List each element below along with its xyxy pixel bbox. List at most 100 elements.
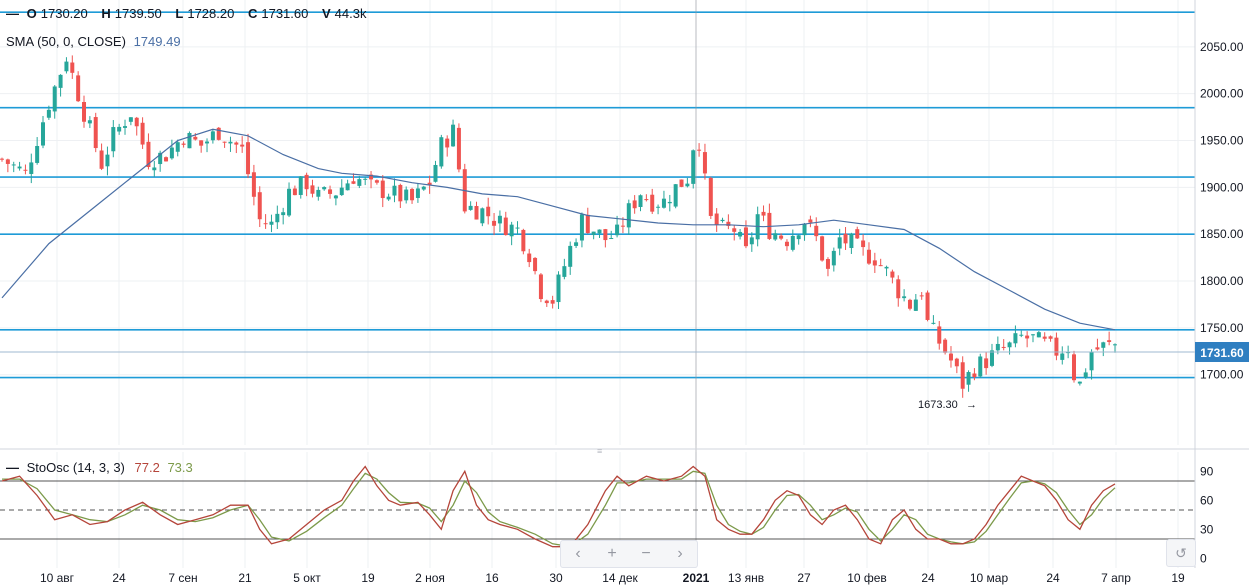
candle-body: [222, 141, 227, 143]
price-badge: 1731.60: [1195, 342, 1249, 362]
stoch-legend-dash: —: [6, 460, 19, 475]
candle-body: [1113, 344, 1117, 346]
candle-body: [503, 217, 508, 236]
candle-body: [445, 138, 450, 148]
candle-body: [1019, 334, 1024, 336]
candle-body: [837, 237, 842, 249]
zoom-out-icon[interactable]: −: [641, 545, 651, 562]
candle-body: [638, 195, 643, 207]
candle-body: [216, 127, 221, 140]
candle-body: [357, 179, 362, 186]
candle-body: [761, 211, 766, 216]
candle-body: [685, 183, 690, 187]
candle-body: [269, 221, 274, 225]
candle-body: [925, 292, 930, 320]
candle-body: [984, 358, 989, 369]
scroll-right-icon[interactable]: ›: [677, 545, 683, 562]
candle-body: [11, 164, 16, 166]
candle-body: [421, 186, 426, 190]
sma-legend[interactable]: SMA (50, 0, CLOSE) 1749.49: [6, 34, 181, 49]
candle-body: [1095, 347, 1100, 350]
candle-body: [644, 199, 649, 201]
candle-body: [937, 326, 942, 344]
price-tick-label: 1900.00: [1200, 180, 1244, 194]
candle-body: [714, 213, 719, 225]
candle-body: [251, 172, 256, 197]
candle-body: [1007, 342, 1012, 348]
candle-body: [521, 229, 526, 252]
candle-body: [843, 233, 848, 244]
candle-body: [140, 122, 145, 145]
candle-body: [966, 372, 971, 385]
candle-body: [105, 154, 110, 167]
candle-body: [316, 189, 321, 197]
candle-body: [738, 231, 743, 237]
candle-body: [896, 279, 901, 299]
candle-body: [128, 117, 133, 122]
candle-body: [609, 238, 614, 240]
close-label: C: [247, 6, 258, 21]
candle-body: [1071, 354, 1076, 381]
time-axis[interactable]: 10 авг 24 7 сен 21 5 окт 19 2 ноя 16 30 14 дек 202…: [40, 571, 1185, 585]
time-tick-label: 7 апр: [1101, 571, 1131, 585]
price-axis[interactable]: 2050.00 2000.00 1950.00 1900.00 1850.00 1800.…: [1194, 0, 1244, 568]
time-tick-label: 10 авг: [40, 571, 75, 585]
candle-body: [205, 141, 210, 144]
candle-body: [855, 229, 860, 239]
candle-body: [5, 159, 10, 164]
candle-body: [603, 229, 608, 241]
price-tick-label: 1800.00: [1200, 274, 1244, 288]
candle-body: [281, 212, 286, 216]
candle-body: [99, 150, 104, 169]
candle-body: [234, 142, 239, 145]
candle-body: [369, 174, 374, 180]
candle-body: [1107, 340, 1112, 342]
candle-body: [52, 86, 57, 112]
legend-dash: —: [6, 6, 19, 21]
time-tick-label: 5 окт: [293, 571, 321, 585]
candle-body: [82, 102, 87, 122]
low-annotation-arrow: →: [966, 399, 977, 411]
reset-chart-icon[interactable]: ↺: [1166, 539, 1196, 567]
candle-body: [732, 228, 737, 232]
candle-body: [1013, 333, 1018, 344]
scroll-left-icon[interactable]: ‹: [575, 545, 581, 562]
price-badge-text: 1731.60: [1200, 346, 1244, 360]
candle-body: [720, 219, 725, 222]
candle-body: [175, 142, 180, 152]
candle-body: [661, 198, 666, 208]
candle-body: [146, 141, 151, 167]
time-tick-label: 19: [361, 571, 375, 585]
candle-body: [743, 227, 748, 247]
candle-body: [70, 62, 75, 73]
chart-navigation: ‹ + − ›: [560, 540, 698, 568]
candle-body: [1083, 372, 1088, 378]
stoch-tick-label: 30: [1200, 522, 1214, 536]
candle-body: [931, 322, 936, 324]
candle-body: [749, 237, 754, 245]
stoch-legend[interactable]: — StoOsc (14, 3, 3) 77.2 73.3: [6, 460, 193, 475]
price-tick-label: 2000.00: [1200, 87, 1244, 101]
candle-body: [17, 166, 22, 169]
candle-body: [398, 184, 403, 202]
candle-body: [667, 201, 672, 204]
candle-body: [702, 152, 707, 174]
candle-body: [123, 126, 128, 128]
candle-body: [386, 196, 391, 200]
time-tick-label: 24: [921, 571, 935, 585]
candle-body: [363, 178, 368, 180]
sma-label: SMA (50, 0, CLOSE): [6, 34, 126, 49]
high-label: H: [101, 6, 111, 21]
candle-body: [527, 253, 532, 263]
candle-body: [697, 149, 702, 151]
sma-value: 1749.49: [133, 34, 181, 49]
candle-body: [825, 259, 830, 269]
candle-body: [989, 350, 994, 366]
candle-body: [568, 245, 573, 267]
volume-value: 44.3k: [334, 6, 367, 21]
candle-body: [708, 177, 713, 216]
time-tick-label: 19: [1171, 571, 1185, 585]
zoom-in-icon[interactable]: +: [607, 545, 617, 562]
pane-divider-grip[interactable]: ≡: [597, 446, 602, 456]
